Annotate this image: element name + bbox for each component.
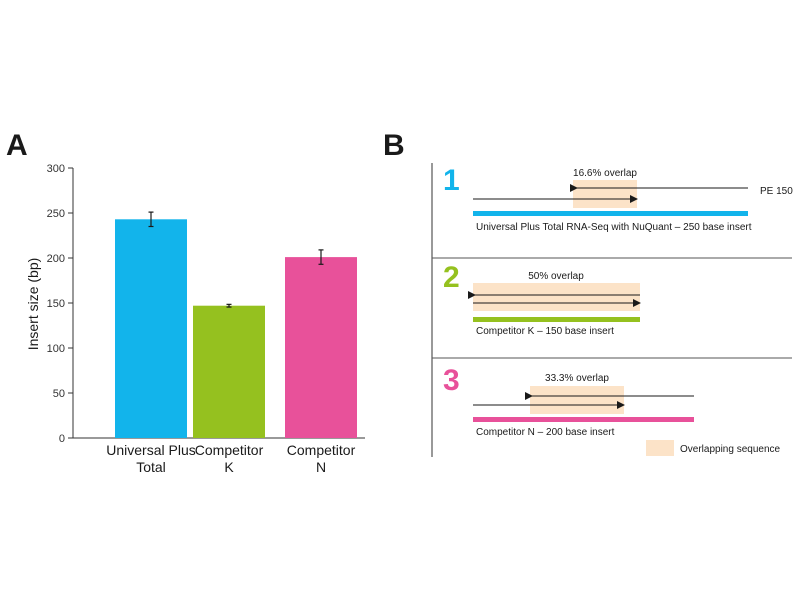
read-length-label: PE 150	[760, 186, 793, 197]
overlap-label-3: 33.3% overlap	[545, 373, 609, 384]
error-bar-2	[226, 303, 232, 308]
error-bar-3	[318, 249, 324, 265]
bar-1	[115, 219, 187, 438]
category-label-3: Competitor N	[287, 442, 356, 475]
insert-label-3: Competitor N – 200 base insert	[476, 427, 615, 438]
y-axis-title: Insert size (bp)	[25, 258, 41, 351]
overlap-region-3	[530, 386, 624, 414]
insert-bar-2	[473, 317, 640, 322]
bar-2	[193, 305, 265, 438]
legend-swatch	[646, 440, 674, 456]
insert-label-2: Competitor K – 150 base insert	[476, 326, 614, 337]
overlap-diagram: 1 16.6% overlap PE 150 Universal Plus To…	[431, 163, 793, 457]
insert-bar-1	[473, 211, 748, 216]
bar-3	[285, 257, 357, 438]
insert-bar-3	[473, 417, 694, 422]
overlap-label-1: 16.6% overlap	[573, 168, 637, 179]
bar-chart: Insert size (bp) 0 50 100 150 200 250 300 Univ…	[25, 163, 365, 475]
legend-label: Overlapping sequence	[680, 444, 781, 455]
insert-label-1: Universal Plus Total RNA-Seq with NuQuan…	[476, 222, 752, 233]
item-number-2: 2	[443, 261, 460, 294]
overlap-region-1	[573, 180, 637, 208]
panel-b-label: B	[383, 129, 405, 162]
y-tick-label: 50	[53, 388, 65, 400]
item-number-1: 1	[443, 164, 460, 197]
diagram-item-2: 2 50% overlap Competitor K – 150 base in…	[443, 261, 641, 337]
diagram-legend: Overlapping sequence	[646, 440, 781, 456]
diagram-item-3: 3 33.3% overlap Competitor N – 200 base …	[443, 364, 694, 438]
diagram-item-1: 1 16.6% overlap PE 150 Universal Plus To…	[443, 164, 793, 233]
category-label-1: Universal Plus Total	[106, 442, 195, 475]
overlap-label-2: 50% overlap	[528, 271, 584, 282]
panel-a-label: A	[6, 129, 28, 162]
y-tick-label: 0	[59, 433, 65, 445]
y-tick-label: 300	[47, 163, 65, 175]
y-tick-label: 150	[47, 298, 65, 310]
overlap-region-2	[473, 283, 640, 311]
item-number-3: 3	[443, 364, 460, 397]
category-label-2: Competitor K	[195, 442, 264, 475]
error-bar-1	[148, 211, 154, 228]
y-tick-label: 100	[47, 343, 65, 355]
y-tick-label: 200	[47, 253, 65, 265]
y-tick-label: 250	[47, 208, 65, 220]
